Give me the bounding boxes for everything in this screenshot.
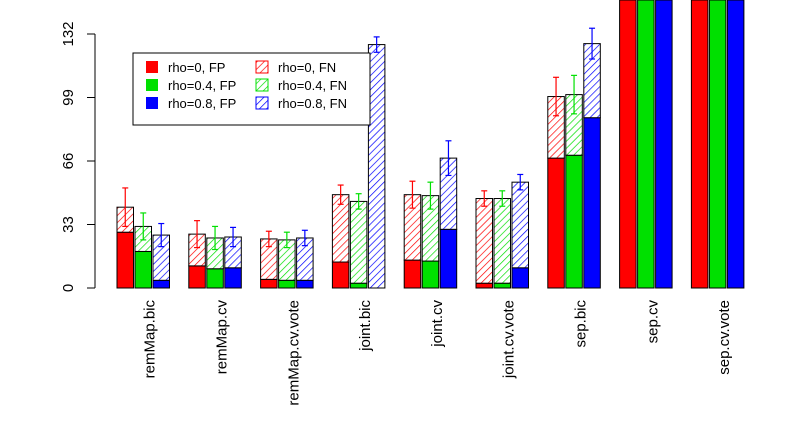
bar-fp: [690, 0, 709, 289]
bar-fp: [475, 282, 493, 289]
bar-fn: [367, 44, 386, 289]
y-tick-label: 0: [60, 284, 77, 292]
legend-label: rho=0, FN: [278, 60, 336, 75]
x-axis-labels: remMap.bic remMap.cv remMap.cv.vote joint.b…: [142, 300, 733, 406]
x-tick-label: sep.cv: [644, 300, 661, 344]
x-tick-label: joint.bic: [357, 300, 374, 352]
error-bars: [122, 27, 596, 251]
y-tick-label: 66: [60, 153, 77, 170]
bar-fp: [511, 267, 529, 289]
legend: rho=0, FP rho=0.4, FP rho=0.8, FP rho=0, FN…: [132, 52, 371, 126]
bar-fp: [547, 157, 565, 289]
legend-box: [132, 52, 371, 126]
legend-label: rho=0.4, FN: [278, 78, 347, 93]
bar-fp: [439, 228, 458, 289]
bar-fp: [493, 282, 511, 289]
legend-label: rho=0.8, FN: [278, 96, 347, 111]
bar-fp: [403, 259, 422, 289]
bar-fp: [224, 267, 242, 289]
x-tick-label: remMap.cv.vote: [285, 300, 302, 406]
bar-fp: [349, 282, 368, 289]
x-tick-label: remMap.cv: [214, 300, 231, 375]
legend-swatch-fn: [255, 78, 269, 92]
bar-fp: [188, 265, 206, 289]
bar-fp: [726, 0, 745, 289]
legend-label: rho=0, FP: [168, 60, 225, 75]
bar-fp: [152, 279, 170, 289]
y-axis: 0 33 66 99 132: [60, 21, 96, 292]
bar-fp: [637, 0, 655, 289]
bar-fp: [331, 261, 350, 289]
bar-fn: [475, 198, 493, 284]
x-tick-label: sep.bic: [573, 300, 590, 348]
bar-fn: [511, 181, 529, 269]
bar-fp: [206, 268, 224, 289]
legend-swatch-fn: [255, 96, 269, 110]
bar-fp: [296, 279, 314, 289]
bar-fp: [134, 250, 152, 289]
bar-fp: [565, 154, 583, 289]
legend-swatch-fp: [146, 97, 158, 109]
legend-label: rho=0.8, FP: [168, 96, 236, 111]
x-tick-label: remMap.bic: [142, 300, 159, 379]
bar-fp: [260, 278, 278, 289]
y-tick-label: 132: [60, 21, 77, 46]
bars: [116, 0, 745, 289]
bar-fp: [583, 117, 601, 289]
bar-fp: [116, 231, 134, 289]
bar-fn: [493, 198, 511, 284]
bar-fp: [655, 0, 673, 289]
y-tick-label: 99: [60, 89, 77, 106]
x-tick-label: joint.cv.vote: [501, 300, 518, 379]
bar-fp: [708, 0, 727, 289]
x-tick-label: sep.cv.vote: [716, 300, 733, 375]
bar-fp: [278, 279, 296, 289]
legend-swatch-fn: [255, 60, 269, 74]
legend-swatch-fp: [146, 79, 158, 91]
legend-label: rho=0.4, FP: [168, 78, 236, 93]
bar-fn: [349, 200, 368, 284]
x-tick-label: joint.cv: [429, 300, 446, 348]
y-tick-label: 33: [60, 216, 77, 233]
legend-swatch-fp: [146, 61, 158, 73]
bar-fp: [421, 260, 440, 289]
bar-fp: [619, 0, 637, 289]
